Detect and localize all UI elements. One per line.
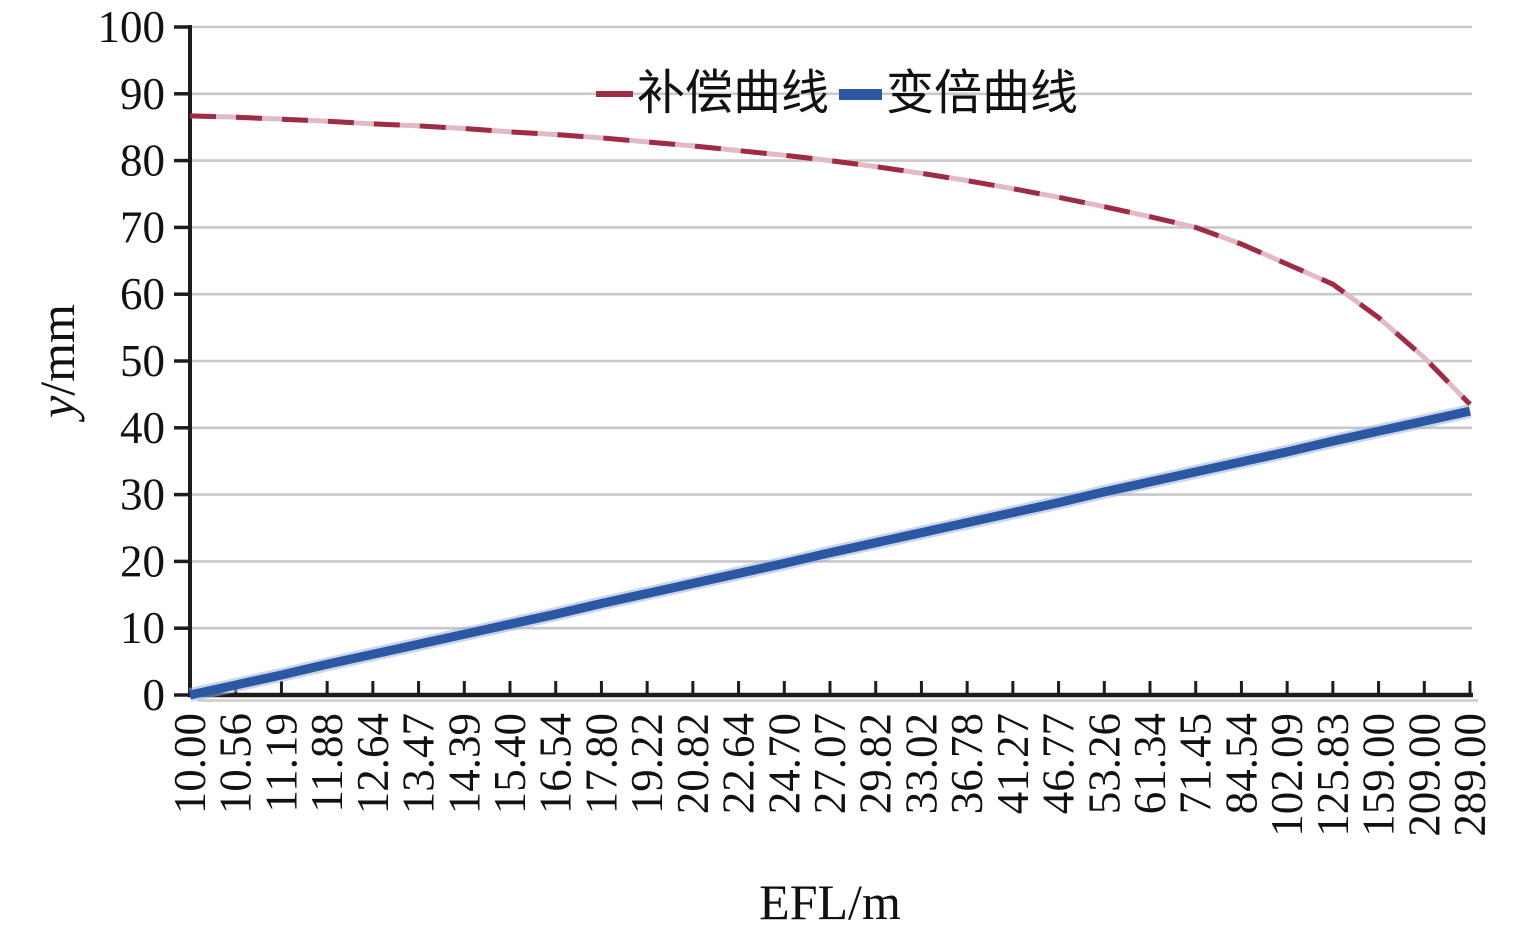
y-tick-label: 50 [120,336,165,386]
y-tick-label: 10 [120,603,165,653]
x-tick-label: 102.09 [1262,713,1312,837]
x-tick-label: 14.39 [439,713,489,814]
x-tick-label: 46.77 [1034,713,1084,814]
x-tick-label: 12.64 [348,713,398,814]
x-tick-label: 11.88 [302,713,352,813]
x-tick-label: 53.26 [1079,713,1129,814]
y-tick-label: 60 [120,269,165,319]
x-tick-label: 41.27 [988,713,1038,814]
x-axis-title: EFL/m [759,874,901,930]
y-axis-title-symbol: y [29,395,85,418]
x-tick-label: 10.00 [165,713,215,814]
legend-item-zoom: 变倍曲线 [839,70,1078,118]
x-tick-label: 29.82 [851,713,901,814]
x-tick-label: 13.47 [394,713,444,814]
x-tick-label: 17.80 [576,713,626,814]
y-tick-label: 20 [120,536,165,586]
x-tick-label: 22.64 [714,713,764,814]
x-tick-label: 15.40 [485,713,535,814]
y-tick-label: 90 [120,69,165,119]
compensation-curve [189,113,1472,407]
legend-item-compensation: 补偿曲线 [596,70,829,118]
y-tick-label: 0 [143,670,166,720]
x-tick-label: 125.83 [1308,713,1358,837]
x-tick-label: 11.19 [256,713,306,813]
y-tick-label: 100 [98,2,166,52]
x-tick-label: 24.70 [759,713,809,814]
legend-label-compensation: 补偿曲线 [637,67,830,120]
compensation-line-swatch-icon [596,91,633,97]
y-tick-label: 70 [120,202,165,252]
x-tick-label: 159.00 [1354,713,1404,837]
x-tick-label: 209.00 [1399,713,1449,837]
y-axis-title-unit: /mm [29,304,85,396]
x-tick-label: 71.45 [1171,713,1221,814]
x-tick-label: 33.02 [896,713,946,814]
x-tick-label: 36.78 [942,713,992,814]
y-tick-label: 80 [120,136,165,186]
x-tick-label: 289.00 [1445,713,1495,837]
zoom-curve [189,406,1471,700]
x-tick-label: 10.56 [211,713,261,814]
legend-label-zoom: 变倍曲线 [886,67,1079,120]
legend: 补偿曲线 变倍曲线 [596,64,1078,124]
x-tick-label: 61.34 [1125,713,1175,814]
x-tick-label: 84.54 [1216,713,1266,814]
y-tick-label: 30 [120,470,165,520]
x-tick-label: 16.54 [531,713,581,814]
zoom-line-swatch-icon [839,88,883,100]
y-axis-title: y/mm [29,304,85,418]
x-tick-label: 20.82 [668,713,718,814]
x-tick-label: 27.07 [805,713,855,814]
x-tick-label: 19.22 [622,713,672,814]
y-tick-label: 40 [120,403,165,453]
